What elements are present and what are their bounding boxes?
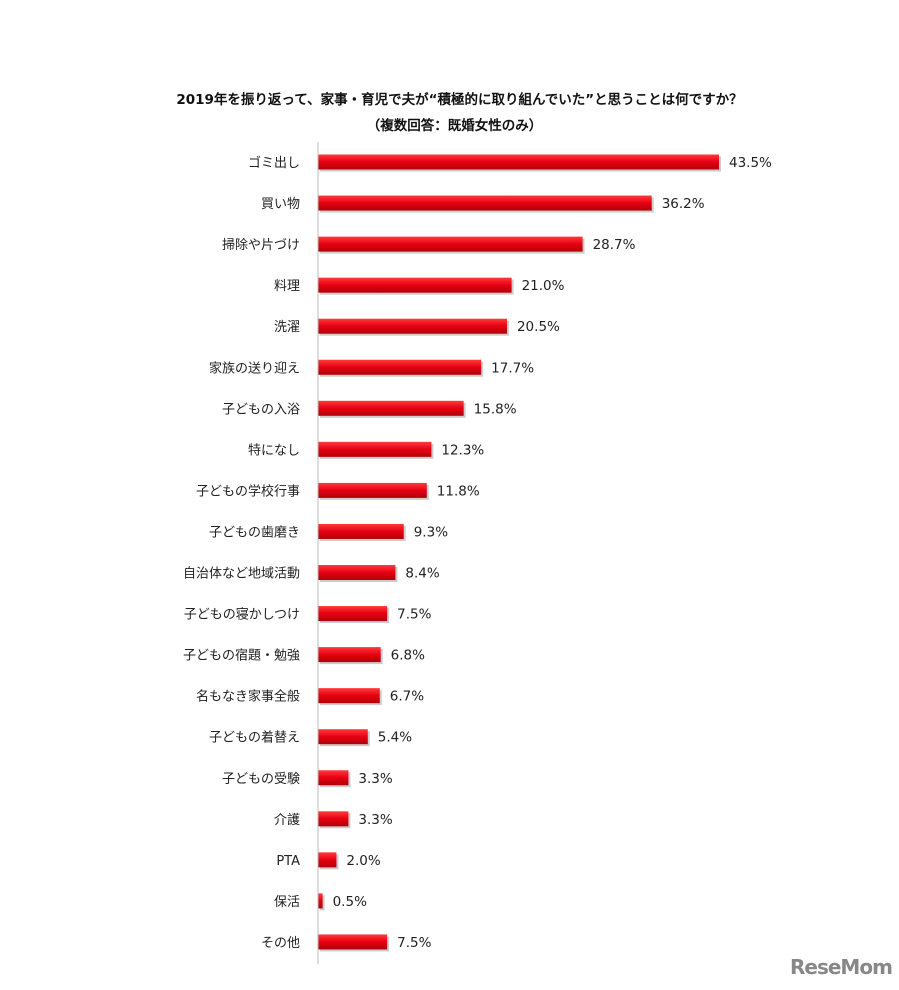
value-label: 7.5% (397, 607, 431, 623)
value-label: 36.2% (662, 196, 705, 212)
value-label: 0.5% (333, 894, 367, 910)
category-label: 子どもの歯磨き (209, 525, 300, 540)
bar (318, 195, 652, 211)
bar (318, 893, 323, 909)
category-label: 子どもの着替え (209, 730, 300, 746)
value-label: 2.0% (346, 853, 380, 869)
value-label: 8.4% (405, 566, 439, 582)
value-label: 9.3% (414, 524, 448, 540)
bar (318, 729, 368, 745)
bar (318, 688, 380, 704)
category-label: 洗濯 (274, 320, 300, 335)
value-label: 28.7% (593, 237, 636, 253)
category-label: 料理 (274, 279, 300, 294)
bar (318, 811, 349, 827)
value-label: 6.8% (391, 648, 425, 664)
bar (318, 277, 512, 293)
category-label: 掃除や片づけ (222, 237, 300, 253)
value-label: 15.8% (474, 401, 517, 417)
value-label: 12.3% (441, 442, 484, 458)
chart-subtitle: （複数回答：既婚女性のみ） (366, 118, 543, 134)
category-label: 子どもの宿題・勉強 (183, 648, 300, 664)
value-label: 11.8% (437, 483, 480, 499)
bar (318, 565, 396, 580)
category-label: その他 (261, 936, 300, 951)
category-label: 子どもの入浴 (222, 402, 300, 417)
value-label: 3.3% (358, 771, 392, 787)
chart-title: 2019年を振り返って、家事・育児で夫が“積極的に取り組んでいた”と思うことは何… (176, 92, 743, 108)
category-label: 自治体など地域活動 (183, 567, 300, 582)
category-label: 名もなき家事全般 (196, 689, 300, 705)
value-label: 21.0% (522, 278, 565, 294)
value-label: 17.7% (491, 360, 534, 376)
category-label: PTA (276, 854, 300, 869)
category-label: 特になし (248, 443, 300, 458)
category-label: 家族の送り迎え (209, 360, 300, 376)
bar (318, 934, 388, 950)
value-label: 5.4% (378, 730, 412, 746)
bar (318, 359, 482, 375)
bar (318, 236, 583, 252)
category-label: 子どもの寝かしつけ (184, 607, 300, 623)
category-label: ゴミ出し (248, 155, 300, 171)
bar (318, 482, 427, 498)
category-label: 介護 (274, 812, 300, 828)
bar (318, 647, 381, 663)
resemom-logo: ReseMom (790, 955, 893, 979)
bar (318, 441, 432, 457)
bar (318, 606, 388, 622)
bar (318, 770, 349, 786)
value-label: 20.5% (517, 319, 560, 335)
value-label: 7.5% (397, 935, 431, 951)
bar (318, 154, 719, 170)
value-label: 6.7% (390, 689, 424, 705)
category-label: 子どもの学校行事 (196, 483, 300, 499)
bar (318, 852, 337, 868)
value-label: 43.5% (729, 155, 772, 171)
category-label: 保活 (274, 895, 300, 910)
value-label: 3.3% (358, 812, 392, 828)
bar (318, 318, 507, 334)
bar (318, 523, 404, 539)
category-label: 買い物 (261, 197, 300, 212)
bar (318, 400, 464, 416)
category-label: 子どもの受験 (222, 772, 300, 787)
